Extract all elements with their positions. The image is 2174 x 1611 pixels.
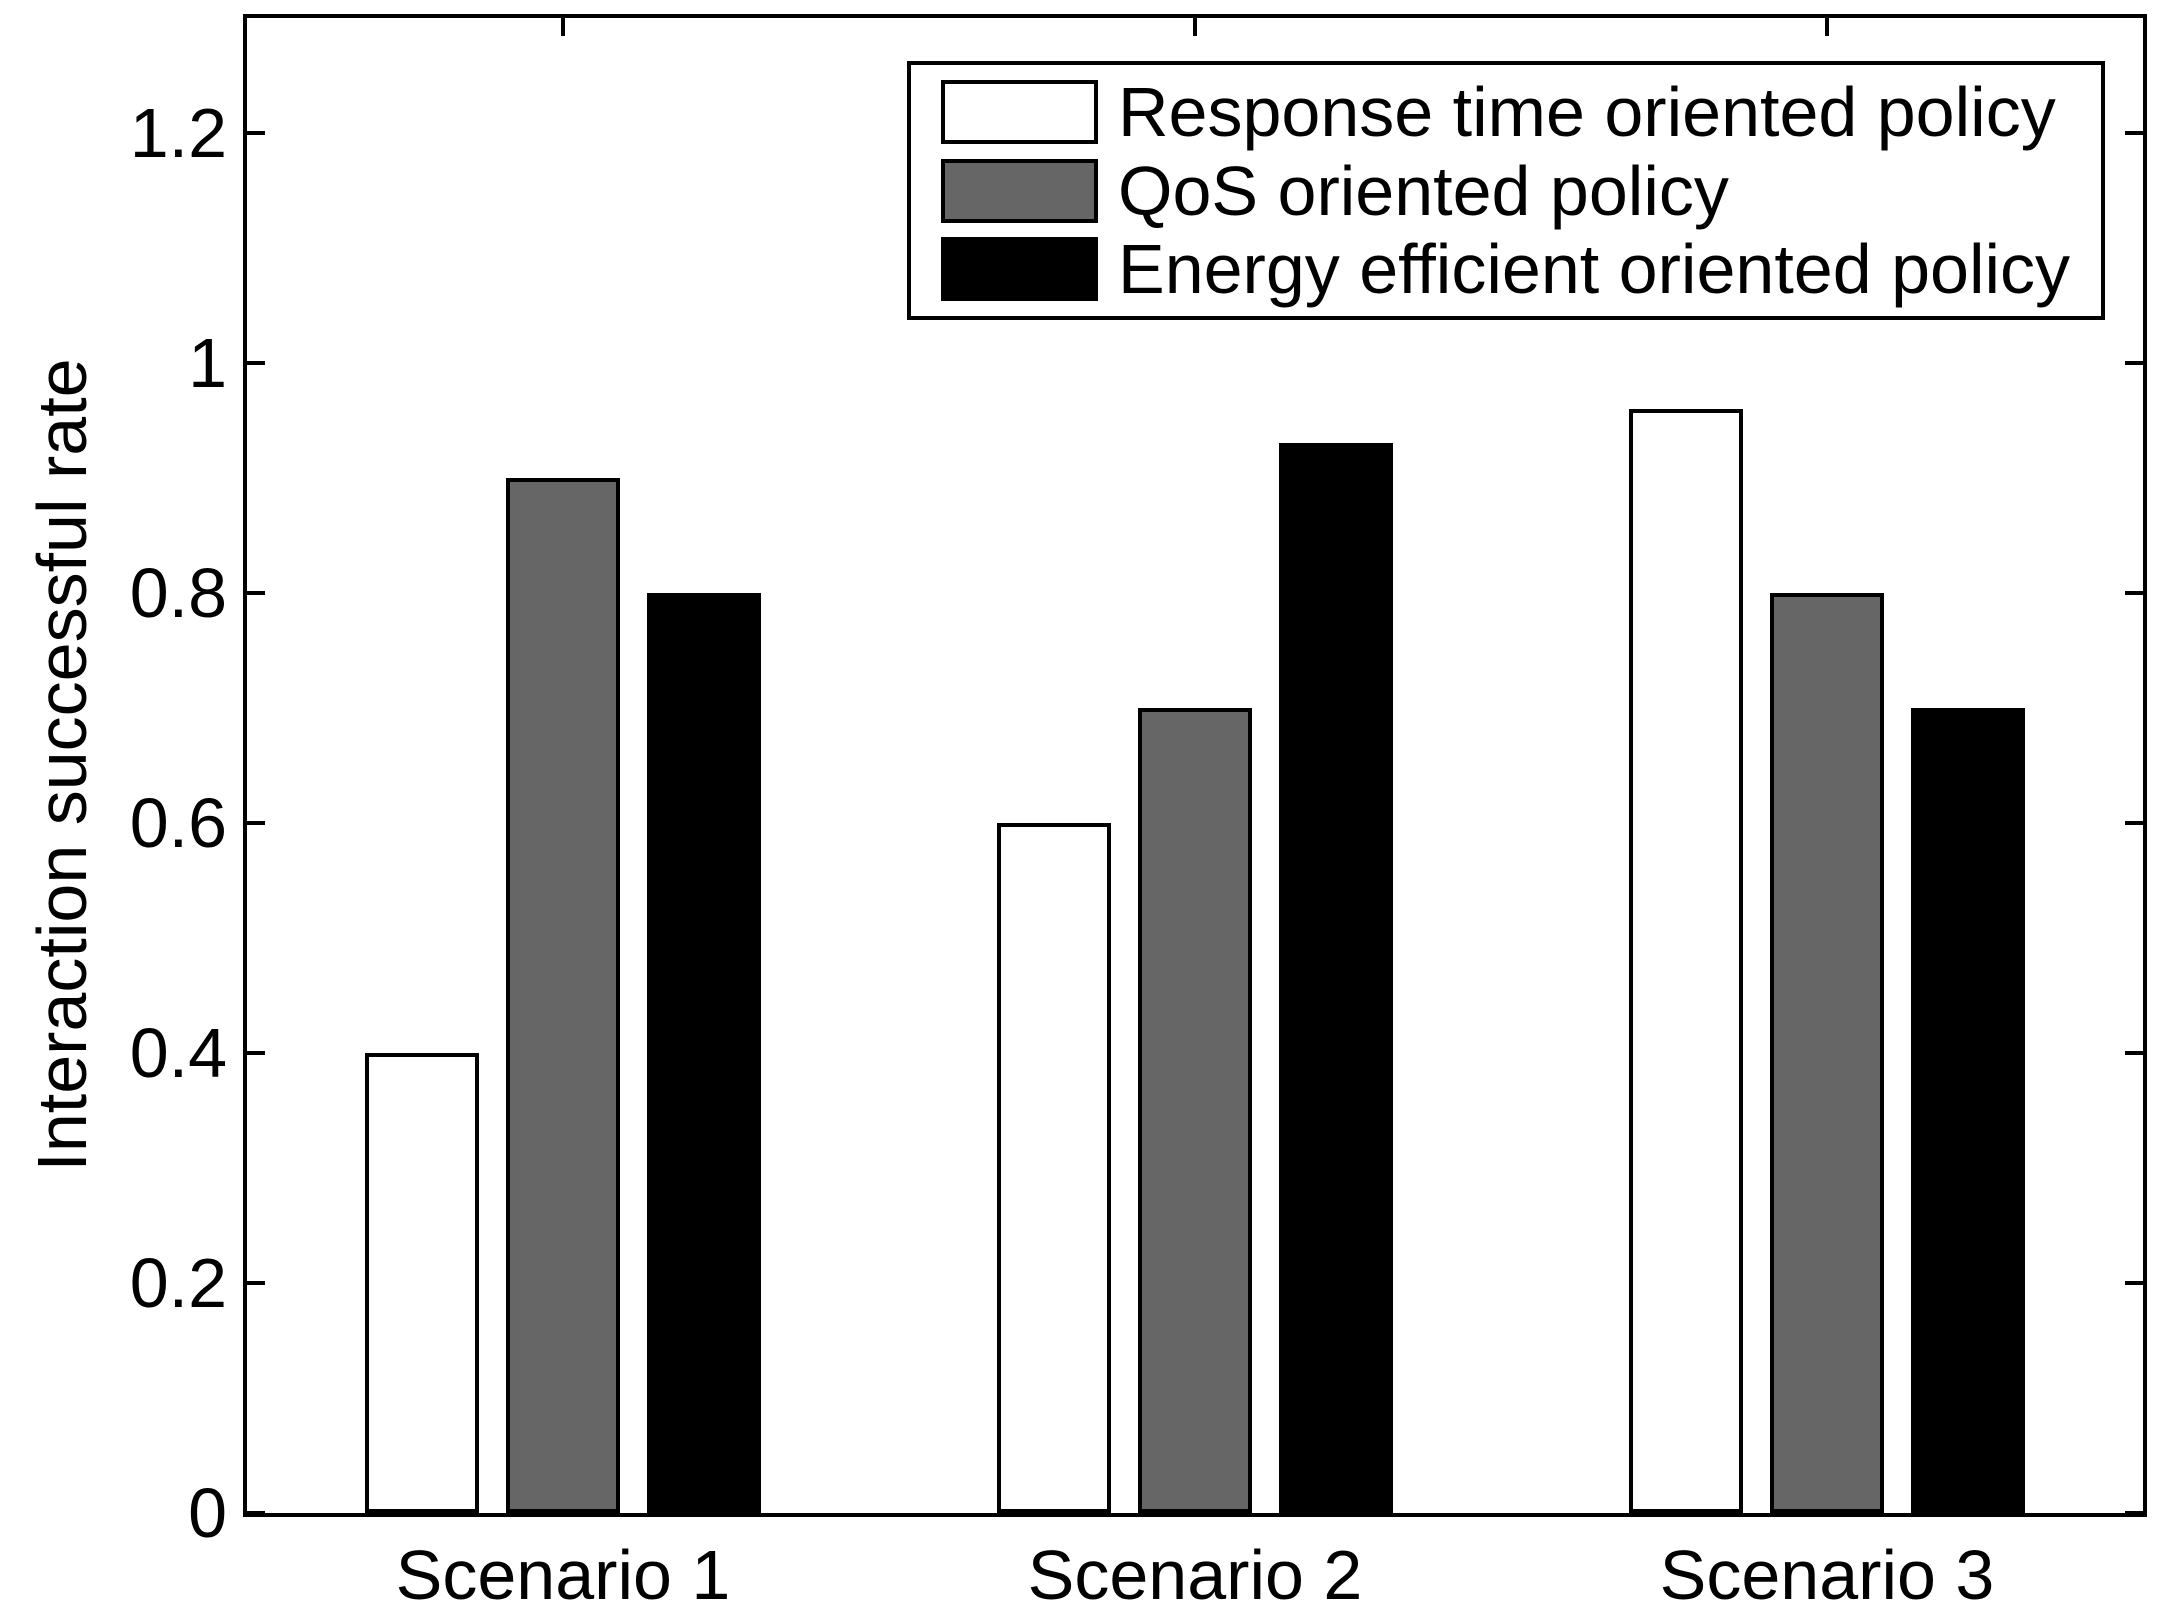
y-tick-mark-left <box>247 591 265 595</box>
legend-row: Response time oriented policy <box>911 72 2101 151</box>
legend-swatch-energy-efficient-oriented-policy <box>941 237 1098 302</box>
legend: Response time oriented policy QoS oriente… <box>907 61 2105 320</box>
y-tick-label: 0.2 <box>129 1244 227 1322</box>
x-tick-mark-top <box>1193 18 1197 36</box>
bar-scenario-2-energy-efficient-oriented-policy <box>1279 443 1393 1513</box>
y-tick-label: 0.4 <box>129 1014 227 1092</box>
bar-scenario-3-energy-efficient-oriented-policy <box>1911 708 2025 1513</box>
y-tick-mark-left <box>247 131 265 135</box>
legend-row: QoS oriented policy <box>911 151 2101 230</box>
x-tick-label-1: Scenario 1 <box>395 1536 731 1611</box>
x-tick-label-3: Scenario 3 <box>1659 1536 1995 1611</box>
y-tick-mark-right <box>2125 1511 2143 1515</box>
y-tick-mark-left <box>247 1051 265 1055</box>
bar-scenario-2-qos-oriented-policy <box>1138 708 1252 1513</box>
y-tick-label: 1.2 <box>129 94 227 172</box>
bar-group-2 <box>997 18 1393 1513</box>
bar-scenario-1-qos-oriented-policy <box>506 478 620 1513</box>
y-tick-mark-left <box>247 821 265 825</box>
legend-swatch-qos-oriented-policy <box>941 158 1098 223</box>
bar-scenario-1-response-time-oriented-policy <box>365 1053 479 1513</box>
bar-scenario-3-qos-oriented-policy <box>1770 593 1884 1513</box>
legend-swatch-response-time-oriented-policy <box>941 79 1098 144</box>
y-tick-mark-left <box>247 361 265 365</box>
legend-row: Energy efficient oriented policy <box>911 230 2101 309</box>
y-tick-mark-left <box>247 1511 265 1515</box>
bar-group-3 <box>1629 18 2025 1513</box>
y-tick-mark-right <box>2125 821 2143 825</box>
y-tick-mark-left <box>247 1281 265 1285</box>
y-tick-mark-right <box>2125 1051 2143 1055</box>
y-tick-mark-right <box>2125 361 2143 365</box>
y-tick-label: 0.8 <box>129 554 227 632</box>
x-tick-mark-top <box>1825 18 1829 36</box>
y-tick-mark-right <box>2125 591 2143 595</box>
legend-label: Energy efficient oriented policy <box>1118 230 2071 309</box>
x-tick-label-2: Scenario 2 <box>1027 1536 1363 1611</box>
bar-scenario-3-response-time-oriented-policy <box>1629 409 1743 1513</box>
legend-label: QoS oriented policy <box>1118 151 1729 230</box>
bar-group-1 <box>365 18 761 1513</box>
legend-label: Response time oriented policy <box>1118 72 2056 151</box>
x-tick-mark-top <box>561 18 565 36</box>
bar-scenario-1-energy-efficient-oriented-policy <box>647 593 761 1513</box>
y-tick-label: 0.6 <box>129 784 227 862</box>
y-tick-mark-right <box>2125 1281 2143 1285</box>
y-tick-label: 0 <box>188 1474 227 1552</box>
y-tick-label: 1 <box>188 324 227 402</box>
y-tick-mark-right <box>2125 131 2143 135</box>
bar-scenario-2-response-time-oriented-policy <box>997 823 1111 1513</box>
